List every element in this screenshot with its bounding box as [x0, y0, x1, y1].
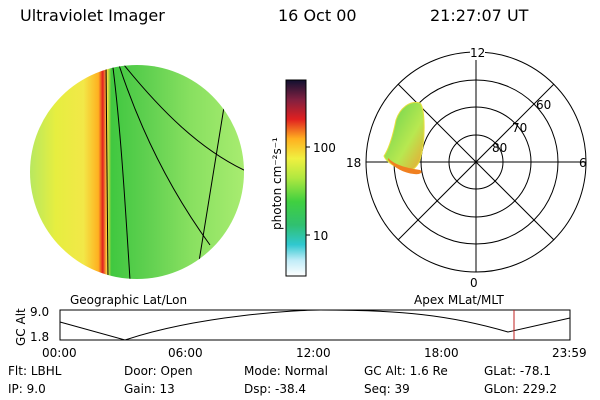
apex-label: Apex MLat/MLT [414, 293, 504, 307]
lat-label-60: 60 [536, 98, 552, 112]
time-tick-2359: 23:59 [552, 346, 587, 360]
meridian-line [117, 65, 211, 246]
info-glat: GLat: -78.1 [484, 364, 551, 378]
altitude-tick-9: 9.0 [30, 305, 50, 319]
info-door: Door: Open [124, 364, 193, 378]
time-tick-0600: 06:00 [168, 346, 203, 360]
info-gc-alt: GC Alt: 1.6 Re [364, 364, 448, 378]
info-mode: Mode: Normal [244, 364, 328, 378]
altitude-curve [59, 309, 571, 341]
time-tick-1800: 18:00 [424, 346, 459, 360]
mlt-label-0: 0 [470, 276, 478, 290]
latitude-line [119, 65, 244, 173]
geographic-label: Geographic Lat/Lon [70, 293, 188, 307]
mlt-label-18: 18 [346, 156, 362, 170]
meridian-line [111, 65, 131, 279]
colorbar-tick-10: 10 [313, 229, 329, 243]
lat-label-80: 80 [492, 141, 508, 155]
info-ip: IP: 9.0 [8, 382, 46, 396]
earth-image [30, 65, 244, 279]
colorbar-tick-100: 100 [313, 141, 336, 155]
info-filter: Flt: LBHL [8, 364, 62, 378]
mlt-label-6: 6 [579, 156, 587, 170]
altitude-tick-1-8: 1.8 [30, 330, 50, 344]
aurora-region [383, 101, 425, 175]
altitude-axis-label: GC Alt [14, 308, 28, 346]
time-tick-1200: 12:00 [296, 346, 331, 360]
time-label: 21:27:07 UT [430, 6, 529, 25]
time-tick-0000: 00:00 [42, 346, 77, 360]
instrument-title: Ultraviolet Imager [20, 6, 165, 25]
info-seq: Seq: 39 [364, 382, 410, 396]
mlt-label-12: 12 [470, 46, 486, 60]
info-gain: Gain: 13 [124, 382, 175, 396]
info-glon: GLon: 229.2 [484, 382, 557, 396]
date-label: 16 Oct 00 [278, 6, 357, 25]
info-dsp: Dsp: -38.4 [244, 382, 307, 396]
lat-label-70: 70 [512, 121, 528, 135]
terminator-line [105, 65, 109, 279]
colorbar [285, 79, 310, 277]
